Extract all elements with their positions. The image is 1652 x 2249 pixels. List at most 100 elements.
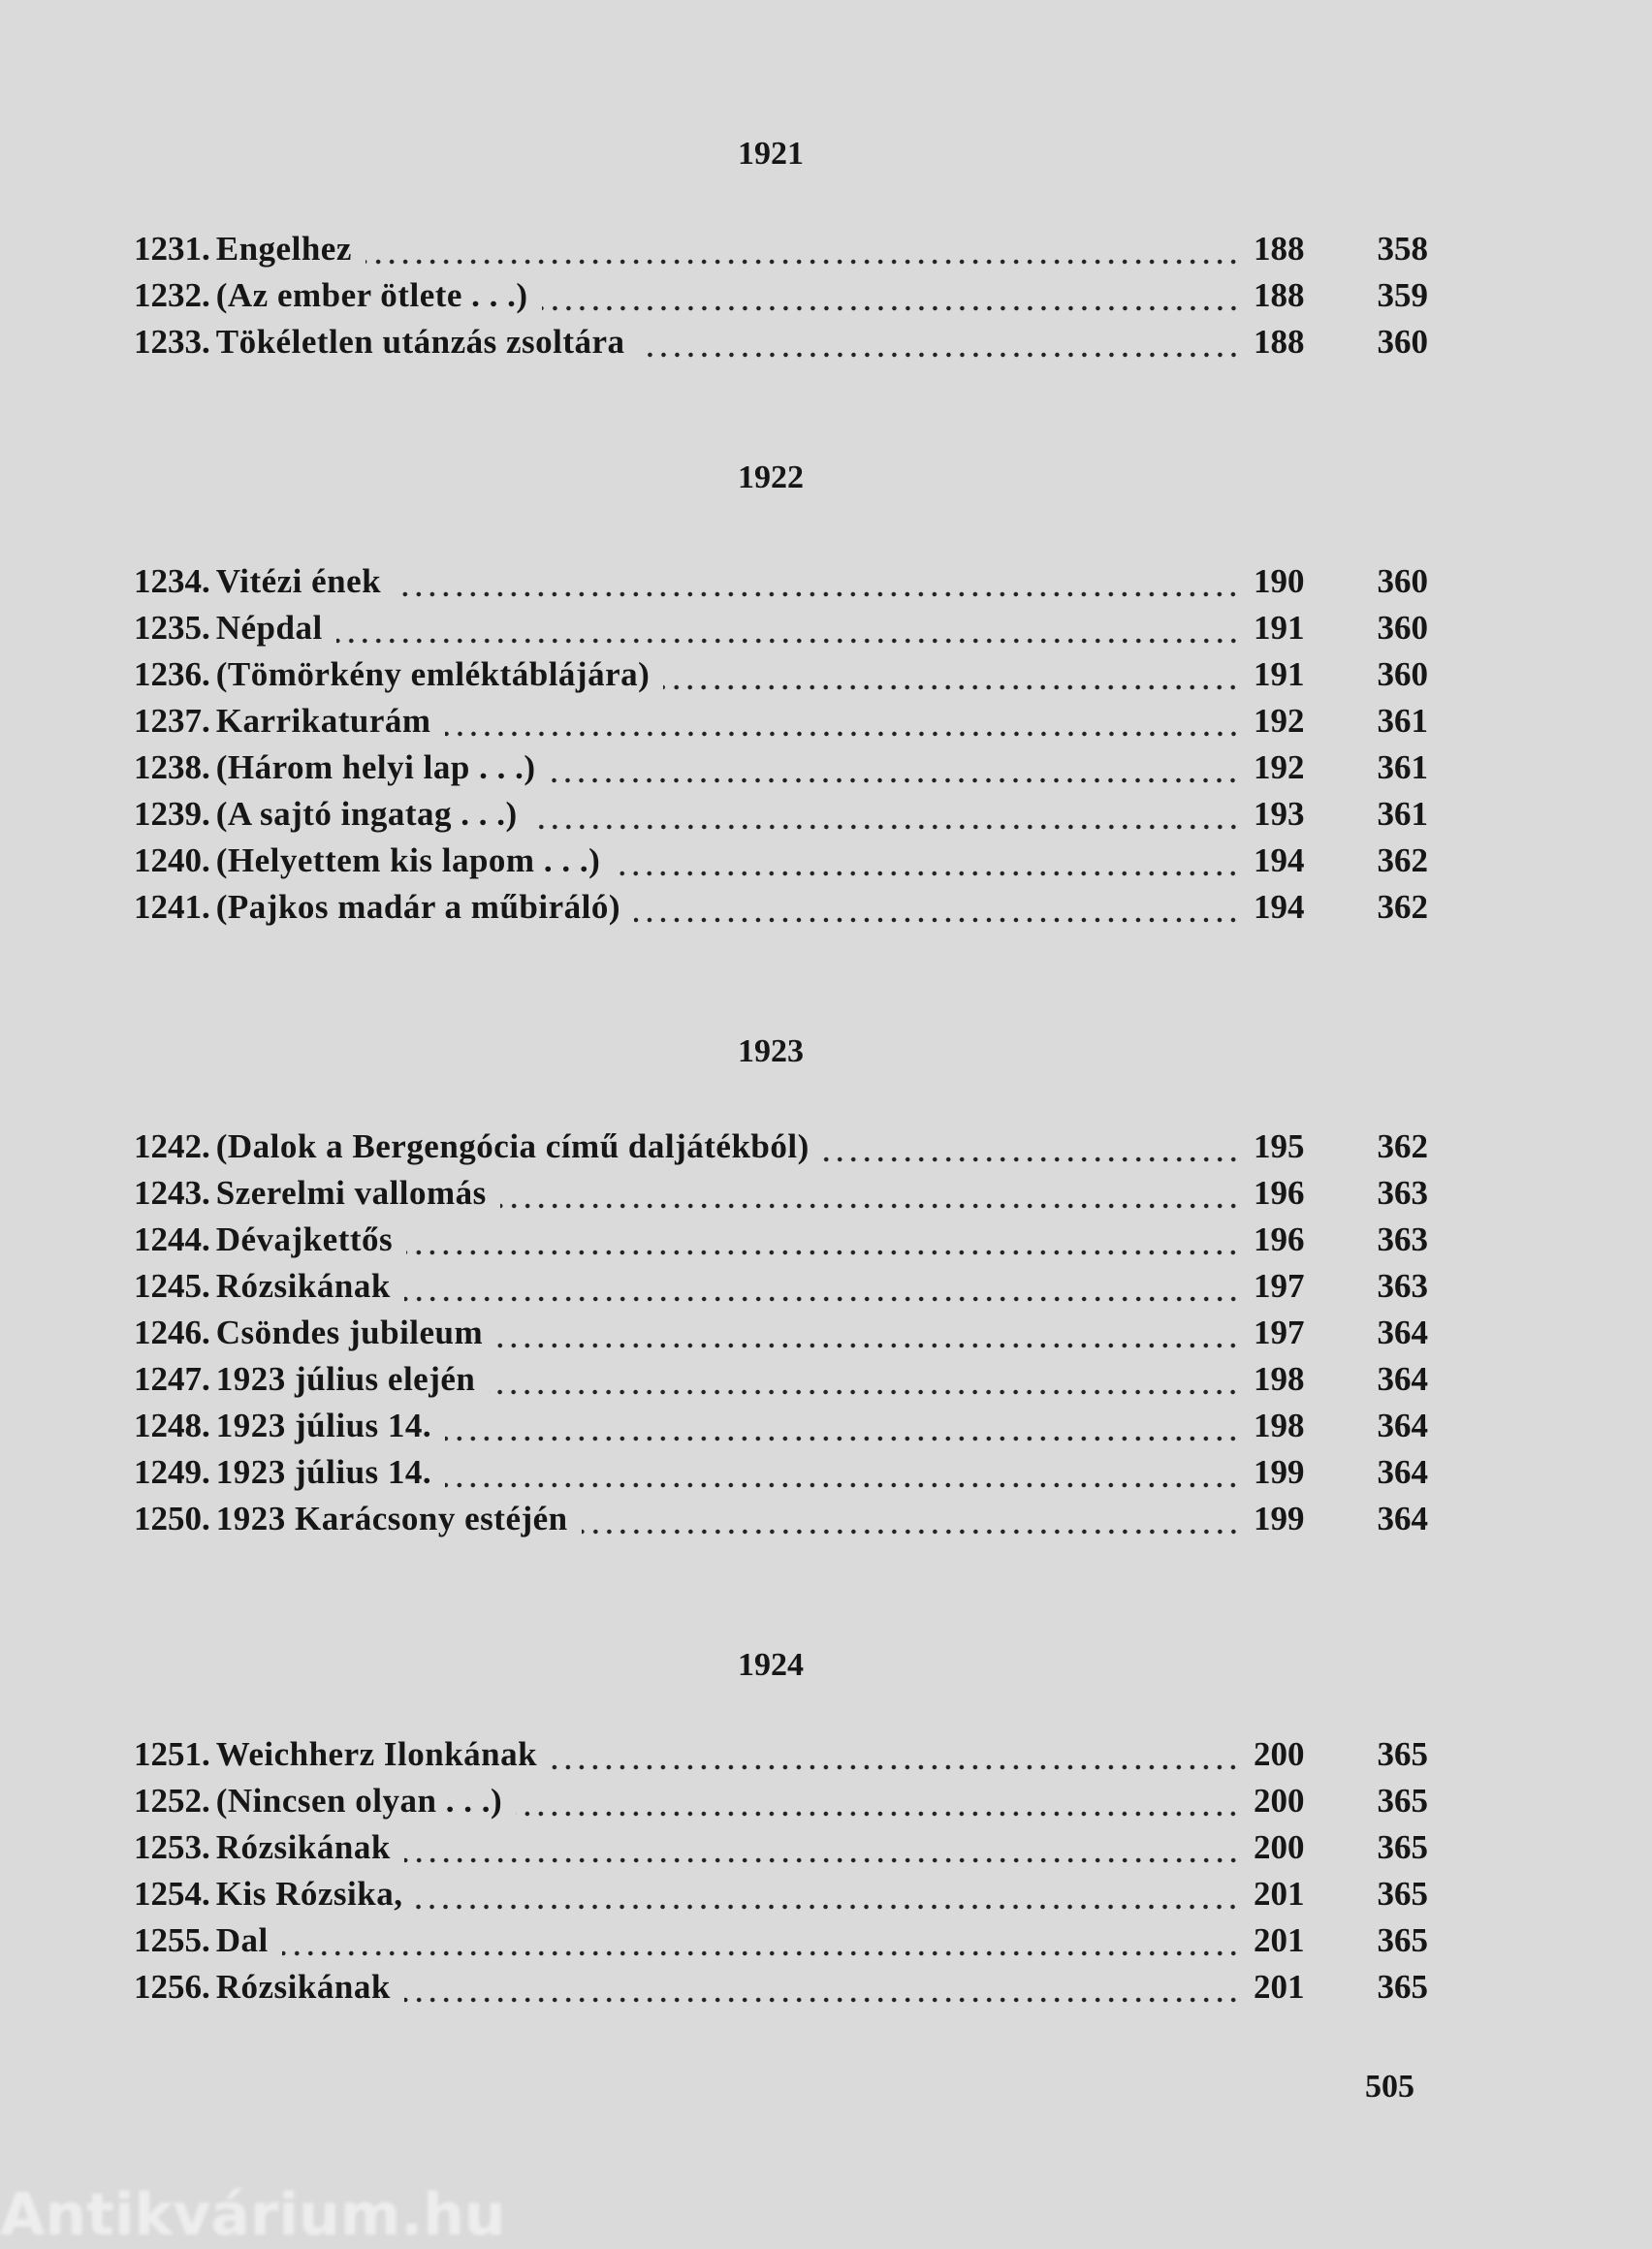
page-ref: 199 — [1254, 1500, 1305, 1537]
page-ref: 197 — [1254, 1267, 1305, 1305]
entry-number: 1244. — [134, 1220, 210, 1258]
entry-number: 1250. — [134, 1500, 210, 1537]
dot-leader — [445, 1482, 1240, 1488]
entry-number: 1232. — [134, 276, 210, 314]
volume-page-ref: 364 — [1377, 1314, 1429, 1351]
volume-page-ref: 359 — [1377, 276, 1429, 314]
entry-number: 1249. — [134, 1453, 210, 1491]
year-heading: 1924 — [738, 1647, 804, 1683]
dot-leader — [335, 638, 1240, 644]
page-ref: 188 — [1254, 230, 1305, 268]
entry-number: 1238. — [134, 748, 210, 786]
list-item: 1253. Rózsikának 200 365 — [134, 1828, 1428, 1875]
list-item: 1235. Népdal 191 360 — [134, 609, 1428, 655]
dot-leader — [822, 1156, 1240, 1162]
entry-number: 1243. — [134, 1174, 210, 1212]
list-item: 1231. Engelhez 188 358 — [134, 230, 1428, 276]
page-ref: 201 — [1254, 1921, 1305, 1959]
dot-leader — [516, 1811, 1240, 1817]
entry-title: Népdal — [215, 609, 323, 647]
page-ref: 192 — [1254, 702, 1305, 740]
page-ref: 196 — [1254, 1174, 1305, 1212]
volume-page-ref: 364 — [1377, 1500, 1429, 1537]
page-ref: 190 — [1254, 562, 1305, 600]
entry-title: (Tömörkény emléktáblájára) — [215, 655, 651, 693]
page-ref: 192 — [1254, 748, 1305, 786]
entry-number: 1255. — [134, 1921, 210, 1959]
volume-page-ref: 358 — [1377, 230, 1429, 268]
entry-number: 1235. — [134, 609, 210, 647]
volume-page-ref: 360 — [1377, 609, 1429, 647]
entry-title: Kis Rózsika, — [215, 1875, 403, 1913]
volume-page-ref: 365 — [1377, 1735, 1429, 1773]
volume-page-ref: 360 — [1377, 323, 1429, 361]
page-ref: 193 — [1254, 795, 1305, 833]
entry-title: 1923 július elején — [215, 1360, 476, 1398]
list-item: 1242. (Dalok a Bergengócia című daljátékb… — [134, 1127, 1428, 1174]
entry-list: 1242. (Dalok a Bergengócia című daljátékb… — [134, 1127, 1428, 1546]
page-ref: 197 — [1254, 1314, 1305, 1351]
dot-leader — [406, 1250, 1240, 1255]
list-item: 1252. (Nincsen olyan . . .) 200 365 — [134, 1782, 1428, 1828]
entry-title: Dévajkettős — [215, 1220, 394, 1258]
year-heading: 1922 — [738, 459, 804, 495]
page-ref: 201 — [1254, 1968, 1305, 2006]
page-number: 505 — [1365, 2069, 1414, 2105]
entry-title: (Három helyi lap . . .) — [215, 748, 536, 786]
list-item: 1243. Szerelmi vallomás 196 363 — [134, 1174, 1428, 1220]
entry-number: 1246. — [134, 1314, 210, 1351]
list-item: 1251. Weichherz Ilonkának 200 365 — [134, 1735, 1428, 1782]
list-item: 1234. Vitézi ének 190 360 — [134, 562, 1428, 609]
year-heading: 1923 — [738, 1033, 804, 1069]
page-ref: 200 — [1254, 1782, 1305, 1820]
list-item: 1254. Kis Rózsika, 201 365 — [134, 1875, 1428, 1921]
entry-number: 1241. — [134, 888, 210, 926]
volume-page-ref: 362 — [1377, 1127, 1429, 1165]
volume-page-ref: 364 — [1377, 1407, 1429, 1444]
entry-number: 1256. — [134, 1968, 210, 2006]
dot-leader — [638, 352, 1240, 358]
dot-leader — [551, 1764, 1240, 1770]
page-ref: 199 — [1254, 1453, 1305, 1491]
page-ref: 194 — [1254, 888, 1305, 926]
list-item: 1239. (A sajtó ingatag . . .) 193 361 — [134, 795, 1428, 841]
entry-list: 1251. Weichherz Ilonkának 200 365 1252. (Ninc… — [134, 1735, 1428, 2014]
page-ref: 194 — [1254, 841, 1305, 879]
dot-leader — [581, 1529, 1240, 1535]
dot-leader — [614, 871, 1240, 876]
entry-title: Weichherz Ilonkának — [215, 1735, 538, 1773]
entry-title: Engelhez — [215, 230, 352, 268]
dot-leader — [549, 777, 1240, 783]
list-item: 1256. Rózsikának 201 365 — [134, 1968, 1428, 2014]
entry-list: 1231. Engelhez 188 358 1232. (Az ember ötlete… — [134, 230, 1428, 369]
dot-leader — [663, 684, 1240, 690]
volume-page-ref: 364 — [1377, 1453, 1429, 1491]
volume-page-ref: 360 — [1377, 655, 1429, 693]
volume-page-ref: 365 — [1377, 1782, 1429, 1820]
entry-number: 1236. — [134, 655, 210, 693]
entry-title: (Nincsen olyan . . .) — [215, 1782, 503, 1820]
dot-leader — [365, 259, 1240, 265]
entry-title: Tökéletlen utánzás zsoltára — [215, 323, 625, 361]
entry-number: 1253. — [134, 1828, 210, 1866]
volume-page-ref: 363 — [1377, 1220, 1429, 1258]
page-ref: 198 — [1254, 1407, 1305, 1444]
entry-title: 1923 július 14. — [215, 1407, 432, 1444]
entry-number: 1237. — [134, 702, 210, 740]
dot-leader — [634, 917, 1240, 923]
entry-number: 1234. — [134, 562, 210, 600]
list-item: 1238. (Három helyi lap . . .) 192 361 — [134, 748, 1428, 795]
entry-number: 1248. — [134, 1407, 210, 1444]
page-ref: 200 — [1254, 1735, 1305, 1773]
page-ref: 188 — [1254, 323, 1305, 361]
entry-title: Karrikaturám — [215, 702, 431, 740]
page-ref: 195 — [1254, 1127, 1305, 1165]
entry-title: Rózsikának — [215, 1828, 391, 1866]
entry-title: 1923 július 14. — [215, 1453, 432, 1491]
volume-page-ref: 363 — [1377, 1174, 1429, 1212]
entry-number: 1233. — [134, 323, 210, 361]
entry-number: 1251. — [134, 1735, 210, 1773]
page-ref: 191 — [1254, 609, 1305, 647]
volume-page-ref: 363 — [1377, 1267, 1429, 1305]
dot-leader — [416, 1904, 1240, 1910]
